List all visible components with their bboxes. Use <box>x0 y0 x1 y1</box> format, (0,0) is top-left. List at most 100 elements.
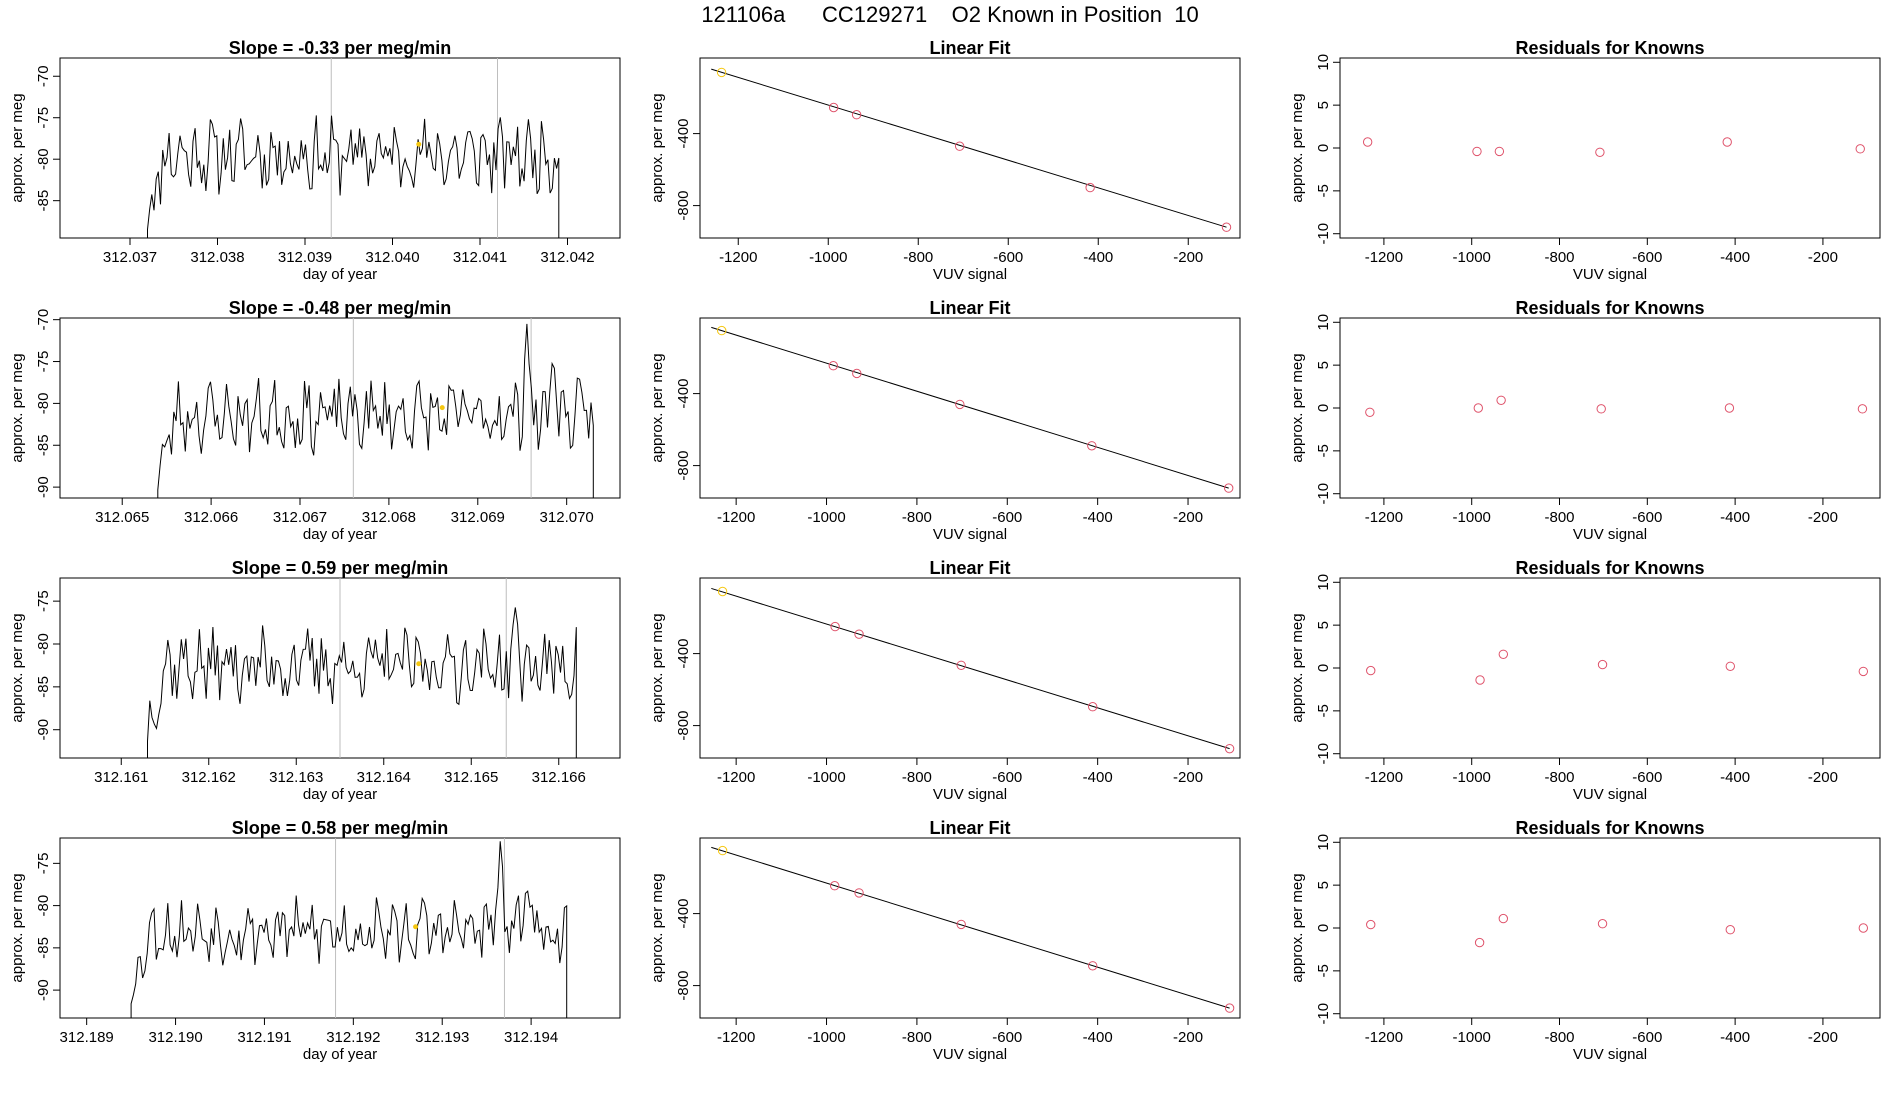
y-tick-label: -75 <box>35 853 52 875</box>
plot-title: Slope = 0.58 per meg/min <box>232 818 449 838</box>
x-tick-label: -600 <box>992 509 1022 526</box>
x-tick-label: -600 <box>1632 769 1662 786</box>
x-tick-label: -400 <box>1720 769 1750 786</box>
y-tick-label: 10 <box>1315 574 1332 591</box>
plot-area <box>711 325 1234 493</box>
plot-frame <box>699 57 1241 239</box>
y-axis-label: approx. per meg <box>1289 613 1306 722</box>
y-tick-label: -80 <box>35 895 52 917</box>
y-axis-label: approx. per meg <box>9 613 26 722</box>
data-line <box>147 115 560 238</box>
y-tick-label: -70 <box>35 309 52 331</box>
data-point <box>830 621 840 632</box>
data-point <box>1498 649 1509 659</box>
x-tick-label: 312.163 <box>269 769 323 786</box>
data-point <box>1366 665 1376 676</box>
known-data-point <box>716 67 727 78</box>
plot-title: Linear Fit <box>929 818 1010 838</box>
known-sample-marker <box>416 141 422 147</box>
x-tick-label: -800 <box>902 509 932 526</box>
data-point <box>1362 137 1373 147</box>
data-point <box>1597 919 1608 929</box>
y-axis-label: approx. per meg <box>649 353 666 462</box>
x-tick-label: 312.066 <box>184 509 238 526</box>
y-tick-label: 0 <box>1315 404 1332 412</box>
x-tick-label: 312.164 <box>357 769 411 786</box>
y-tick-label: 10 <box>1315 54 1332 71</box>
plot-title: Slope = -0.48 per meg/min <box>229 298 452 318</box>
y-tick-label: -80 <box>35 393 52 415</box>
y-axis-label: approx. per meg <box>9 873 26 982</box>
data-point <box>1224 1003 1235 1013</box>
y-tick-label: 10 <box>1315 834 1332 851</box>
y-tick-label: -80 <box>35 148 52 170</box>
plot-area <box>711 67 1232 232</box>
x-tick-label: 312.041 <box>453 249 507 266</box>
plot-title: Slope = -0.33 per meg/min <box>229 38 452 58</box>
x-axis-label: VUV signal <box>1573 1046 1647 1063</box>
y-axis-label: approx. per meg <box>1289 93 1306 202</box>
x-tick-label: -800 <box>902 769 932 786</box>
x-tick-label: 312.193 <box>415 1029 469 1046</box>
plot-title: Linear Fit <box>929 298 1010 318</box>
x-tick-label: 312.165 <box>444 769 498 786</box>
data-point <box>1496 395 1506 405</box>
x-tick-label: 312.166 <box>532 769 586 786</box>
x-axis-label: day of year <box>303 266 377 283</box>
data-line <box>157 323 594 498</box>
x-tick-label: -400 <box>1083 509 1113 526</box>
y-tick-label: -90 <box>35 719 52 741</box>
x-tick-label: -1000 <box>809 249 847 266</box>
known-data-point <box>716 325 727 336</box>
known-data-point <box>717 586 728 597</box>
plot-title: Residuals for Knowns <box>1515 38 1704 58</box>
x-tick-label: 312.038 <box>190 249 244 266</box>
fit-line <box>711 68 1227 228</box>
plot-frame <box>59 837 621 1019</box>
y-tick-label: -400 <box>675 639 692 669</box>
x-tick-label: -600 <box>992 1029 1022 1046</box>
plot-panel-fit-3: Linear Fit -1200 -1000 -800 -600 -400 -200 -400… <box>649 558 1241 803</box>
y-tick-label: 5 <box>1315 621 1332 629</box>
data-point <box>1858 666 1869 677</box>
data-point <box>1498 913 1509 924</box>
x-tick-label: -400 <box>1083 249 1113 266</box>
plot-area <box>711 845 1235 1013</box>
data-point <box>1475 675 1485 685</box>
x-tick-label: 312.190 <box>148 1029 202 1046</box>
x-tick-label: -1000 <box>1453 1029 1491 1046</box>
y-tick-label: -10 <box>1315 743 1332 765</box>
x-axis-label: VUV signal <box>1573 786 1647 803</box>
x-tick-label: -800 <box>902 1029 932 1046</box>
x-tick-label: -1000 <box>807 509 845 526</box>
data-point <box>1597 659 1608 670</box>
x-tick-label: -400 <box>1083 769 1113 786</box>
fit-line <box>711 587 1230 750</box>
plot-area <box>130 838 568 1018</box>
data-point <box>1085 182 1095 193</box>
x-tick-label: -1000 <box>1453 249 1491 266</box>
plot-frame <box>699 577 1241 759</box>
x-axis-label: VUV signal <box>933 266 1007 283</box>
x-tick-label: -600 <box>1632 249 1662 266</box>
x-axis-label: VUV signal <box>1573 526 1647 543</box>
plot-frame <box>699 317 1241 499</box>
plot-panel-timeseries-4: Slope = 0.58 per meg/min 312.189 312.190 31… <box>9 818 621 1063</box>
plot-area <box>1366 649 1869 685</box>
x-tick-label: -600 <box>992 769 1022 786</box>
data-point <box>852 368 862 379</box>
data-point <box>1221 222 1232 232</box>
x-tick-label: -1000 <box>1453 509 1491 526</box>
y-axis-label: approx. per meg <box>649 873 666 982</box>
data-point <box>1858 923 1869 933</box>
data-line <box>147 607 577 758</box>
plot-area <box>147 578 577 758</box>
x-tick-label: -200 <box>1173 1029 1203 1046</box>
y-tick-label: 0 <box>1315 924 1332 932</box>
x-tick-label: -1200 <box>717 1029 755 1046</box>
y-tick-label: -10 <box>1315 223 1332 245</box>
x-tick-label: 312.162 <box>182 769 236 786</box>
x-axis-label: VUV signal <box>933 1046 1007 1063</box>
data-point <box>1366 919 1376 930</box>
